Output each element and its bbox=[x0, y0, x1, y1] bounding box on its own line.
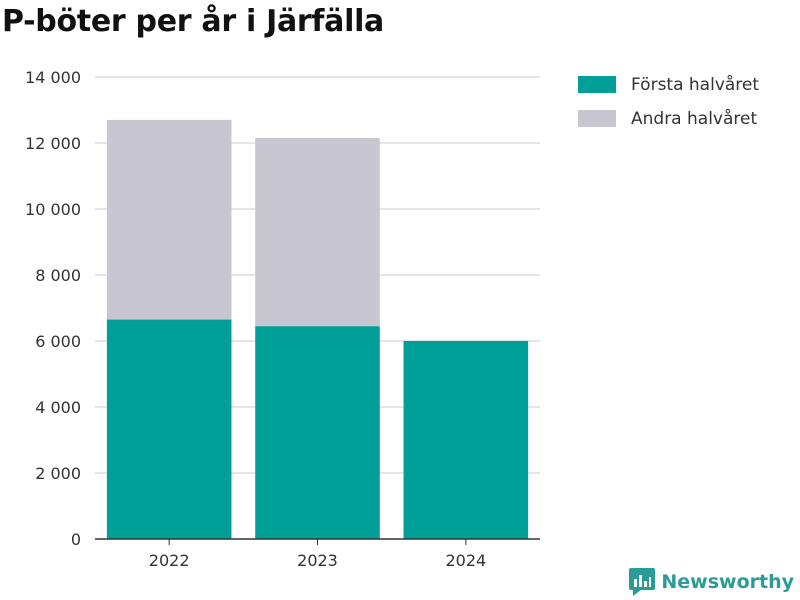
legend: Första halvåret Andra halvåret bbox=[578, 74, 759, 129]
x-tick-label: 2024 bbox=[445, 551, 486, 570]
brand-logo: Newsworthy bbox=[629, 568, 794, 596]
brand-name: Newsworthy bbox=[661, 571, 794, 593]
bar bbox=[106, 319, 232, 539]
legend-label: Första halvåret bbox=[631, 74, 759, 95]
y-tick-label: 6 000 bbox=[35, 332, 81, 351]
newsworthy-logo-icon bbox=[629, 568, 656, 596]
y-tick-label: 14 000 bbox=[25, 68, 81, 87]
y-tick-label: 10 000 bbox=[25, 200, 81, 219]
legend-label: Andra halvåret bbox=[631, 108, 757, 129]
axes: 0 2 000 4 000 6 000 8 000 10 000 12 000 14 000 2… bbox=[25, 68, 540, 570]
y-tick-label: 4 000 bbox=[35, 398, 81, 417]
y-tick-label: 8 000 bbox=[35, 266, 81, 285]
x-tick-label: 2022 bbox=[149, 551, 190, 570]
bar bbox=[255, 326, 380, 539]
y-tick-label: 2 000 bbox=[35, 464, 81, 483]
legend-swatch bbox=[578, 76, 616, 93]
y-tick-label: 12 000 bbox=[25, 134, 81, 153]
legend-swatch bbox=[578, 110, 616, 127]
bar bbox=[106, 119, 232, 320]
x-tick-label: 2023 bbox=[297, 551, 338, 570]
bars bbox=[106, 119, 529, 539]
chart-title: P-böter per år i Järfälla bbox=[2, 4, 385, 39]
y-tick-label: 0 bbox=[71, 530, 81, 549]
bar bbox=[403, 341, 529, 539]
bar bbox=[255, 138, 380, 327]
